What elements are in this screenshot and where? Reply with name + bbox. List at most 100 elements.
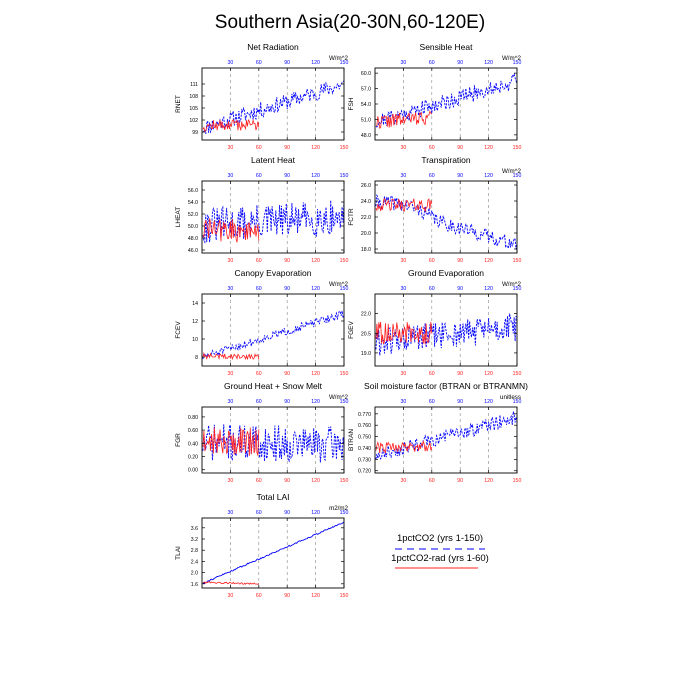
transpiration-xtick-label-bottom: 90 [457, 258, 463, 264]
canopy-evaporation-xtick-label-top: 120 [311, 286, 320, 292]
soil-moisture-factor-btran-or-btranmn-xtick-label-top: 30 [401, 399, 407, 405]
latent-heat-ytick-label: 52.0 [188, 212, 198, 218]
total-lai-xtick-label-top: 150 [340, 510, 349, 516]
ground-evaporation-xtick-label-top: 150 [513, 286, 522, 292]
ground-evaporation-xtick-label-bottom: 90 [457, 371, 463, 377]
total-lai-xtick-label-top: 120 [311, 510, 320, 516]
ground-evaporation-title: Ground Evaporation [408, 268, 484, 278]
legend: 1pctCO2 (yrs 1-150) 1pctCO2-rad (yrs 1-6… [391, 533, 489, 569]
total-lai-ylabel: TLAI [175, 546, 182, 560]
sensible-heat-xtick-label-top: 60 [429, 60, 435, 66]
net-radiation-xtick-label-bottom: 30 [228, 145, 234, 151]
transpiration-xtick-label-bottom: 150 [513, 258, 522, 264]
net-radiation-ytick-label: 108 [189, 94, 198, 100]
ground-evaporation-ytick-label: 20.5 [361, 331, 371, 337]
ground-evaporation-xtick-label-bottom: 30 [401, 371, 407, 377]
net-radiation-xtick-label-bottom: 150 [340, 145, 349, 151]
canopy-evaporation-ytick-label: 10 [192, 337, 198, 343]
latent-heat-xtick-label-bottom: 90 [284, 258, 290, 264]
soil-moisture-factor-btran-or-btranmn-series-1-line [375, 411, 518, 460]
panel-latent-heat: Latent Heat LHEAT 30 30 60 60 90 90 120 120 150 150… [175, 155, 348, 264]
transpiration-xtick-label-bottom: 30 [401, 258, 407, 264]
total-lai-ytick-label: 3.6 [191, 526, 198, 532]
total-lai-units: m2/m2 [329, 505, 348, 512]
latent-heat-ytick-label: 48.0 [188, 236, 198, 242]
canopy-evaporation-ytick-label: 8 [195, 355, 198, 361]
sensible-heat-title: Sensible Heat [420, 42, 474, 52]
net-radiation-ylabel: RNET [175, 95, 182, 113]
canopy-evaporation-xtick-label-bottom: 120 [311, 371, 320, 377]
canopy-evaporation-title: Canopy Evaporation [234, 268, 311, 278]
latent-heat-ytick-label: 50.0 [188, 224, 198, 230]
figure-title: Southern Asia(20-30N,60-120E) [215, 12, 485, 33]
transpiration-xtick-label-top: 90 [457, 173, 463, 179]
soil-moisture-factor-btran-or-btranmn-title: Soil moisture factor (BTRAN or BTRANMN) [364, 381, 528, 391]
sensible-heat-ylabel: FSH [348, 97, 355, 110]
sensible-heat-series-2-line [375, 110, 433, 129]
ground-evaporation-xtick-label-top: 120 [484, 286, 493, 292]
canopy-evaporation-xtick-label-top: 60 [256, 286, 262, 292]
latent-heat-frame [201, 180, 345, 254]
panel-soil-moisture-factor-btran-or-btranmn: Soil moisture factor (BTRAN or BTRANMN) u… [348, 381, 528, 484]
ground-heat-snow-melt-xtick-label-bottom: 60 [256, 478, 262, 484]
latent-heat-ylabel: LHEAT [175, 207, 182, 227]
ground-evaporation-ytick-label: 19.0 [361, 351, 371, 357]
ground-evaporation-xtick-label-top: 30 [401, 286, 407, 292]
ground-evaporation-xtick-label-bottom: 120 [484, 371, 493, 377]
net-radiation-ytick-label: 102 [189, 118, 198, 124]
sensible-heat-xtick-label-bottom: 90 [457, 145, 463, 151]
canopy-evaporation-xtick-label-top: 90 [284, 286, 290, 292]
net-radiation-xtick-label-bottom: 120 [311, 145, 320, 151]
ground-evaporation-series-2-line [375, 321, 433, 345]
ground-heat-snow-melt-xtick-label-bottom: 150 [340, 478, 349, 484]
total-lai-series-2-line [202, 581, 260, 585]
sensible-heat-ytick-label: 54.0 [361, 102, 371, 108]
latent-heat-xtick-label-top: 60 [256, 173, 262, 179]
ground-heat-snow-melt-units: W/m^2 [329, 394, 349, 401]
transpiration-xtick-label-top: 150 [513, 173, 522, 179]
transpiration-ytick-label: 18.0 [361, 247, 371, 253]
transpiration-title: Transpiration [421, 155, 471, 165]
ground-heat-snow-melt-xtick-label-top: 60 [256, 399, 262, 405]
ground-evaporation-xtick-label-bottom: 150 [513, 371, 522, 377]
total-lai-xtick-label-bottom: 30 [228, 593, 234, 599]
net-radiation-ytick-label: 111 [190, 82, 198, 88]
panel-canopy-evaporation: Canopy Evaporation W/m^2 FCEV 30 30 60 60 90 90 1… [175, 268, 349, 377]
ground-evaporation-frame [374, 293, 518, 367]
latent-heat-ytick-label: 54.0 [188, 200, 198, 206]
transpiration-ytick-label: 20.0 [361, 231, 371, 237]
total-lai-xtick-label-top: 60 [256, 510, 262, 516]
legend-label-series2: 1pctCO2-rad (yrs 1-60) [391, 553, 489, 564]
net-radiation-xtick-label-bottom: 90 [284, 145, 290, 151]
canopy-evaporation-frame [201, 293, 345, 367]
net-radiation-title: Net Radiation [247, 42, 299, 52]
total-lai-ytick-label: 2.4 [191, 559, 198, 565]
canopy-evaporation-units: W/m^2 [329, 281, 349, 288]
ground-heat-snow-melt-ylabel: FGR [175, 433, 182, 447]
ground-evaporation-units: W/m^2 [502, 281, 522, 288]
ground-evaporation-ytick-label: 22.0 [361, 312, 371, 318]
soil-moisture-factor-btran-or-btranmn-xtick-label-bottom: 90 [457, 478, 463, 484]
latent-heat-ytick-label: 46.0 [188, 248, 198, 254]
total-lai-xtick-label-top: 90 [284, 510, 290, 516]
canopy-evaporation-xtick-label-bottom: 60 [256, 371, 262, 377]
net-radiation-xtick-label-top: 60 [256, 60, 262, 66]
total-lai-ytick-label: 1.6 [191, 582, 198, 588]
sensible-heat-ytick-label: 48.0 [361, 133, 371, 139]
soil-moisture-factor-btran-or-btranmn-ytick-label: 0.730 [358, 457, 371, 463]
net-radiation-xtick-label-top: 30 [228, 60, 234, 66]
ground-evaporation-xtick-label-top: 60 [429, 286, 435, 292]
total-lai-ytick-label: 2.8 [191, 548, 198, 554]
soil-moisture-factor-btran-or-btranmn-xtick-label-bottom: 150 [513, 478, 522, 484]
total-lai-xtick-label-top: 30 [228, 510, 234, 516]
ground-heat-snow-melt-ytick-label: 0.20 [188, 455, 198, 461]
soil-moisture-factor-btran-or-btranmn-units: unitless [500, 394, 521, 401]
ground-evaporation-xtick-label-bottom: 60 [429, 371, 435, 377]
sensible-heat-xtick-label-bottom: 60 [429, 145, 435, 151]
soil-moisture-factor-btran-or-btranmn-xtick-label-top: 60 [429, 399, 435, 405]
latent-heat-xtick-label-top: 90 [284, 173, 290, 179]
ground-heat-snow-melt-xtick-label-bottom: 90 [284, 478, 290, 484]
sensible-heat-ytick-label: 51.0 [361, 117, 371, 123]
latent-heat-series-1-line [202, 200, 345, 244]
transpiration-ytick-label: 24.0 [361, 199, 371, 205]
